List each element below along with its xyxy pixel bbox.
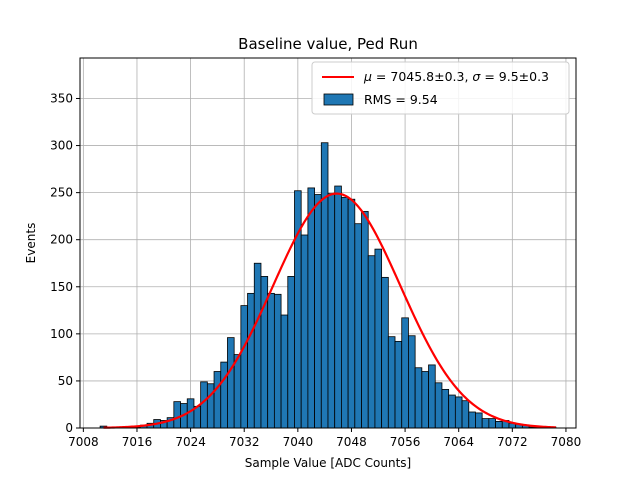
histogram-bar [227,337,235,429]
histogram-bar [327,193,336,429]
histogram-bar [495,421,503,429]
y-tick-label: 50 [58,374,73,388]
histogram-bar [240,305,248,429]
histogram-bar [408,335,416,429]
axis-ticks: 7008 7016 7024 7032 7040 7048 7056 7064 7072 7080… [50,91,581,449]
histogram-bar [287,276,295,429]
y-tick-label: 250 [50,186,73,200]
x-tick-label: 7064 [443,435,474,449]
histogram-bar [475,412,483,429]
histogram-bar [267,292,275,429]
x-tick-label: 7040 [283,435,314,449]
x-tick-label: 7080 [551,435,582,449]
x-tick-label: 7032 [229,435,260,449]
histogram-bar [374,248,383,429]
histogram-bar [354,223,362,429]
x-tick-label: 7024 [175,435,206,449]
histogram-bar [213,371,222,429]
legend-histogram-swatch [323,93,354,106]
y-tick-label: 150 [50,280,73,294]
histogram-bar [314,194,322,429]
legend-mu-symbol: μ [363,69,372,84]
histogram-bar [481,418,490,429]
histogram-bar [320,142,329,429]
legend: μ = 7045.8±0.3, σ = 9.5±0.3 RMS = 9.54 [311,61,570,115]
legend-histogram-label: RMS = 9.54 [364,92,438,107]
histogram-bar [401,317,409,429]
histogram-bar [454,396,463,429]
legend-sigma-symbol: σ [472,69,481,84]
histogram-bar [307,187,315,429]
histogram-bar [488,418,496,429]
histogram-bar [461,400,470,429]
histogram-bar [273,293,282,429]
x-tick-label: 7056 [390,435,421,449]
histogram-bar [253,262,262,429]
histogram-bar [381,276,389,429]
chart-title: Baseline value, Ped Run [238,35,418,53]
histogram-bar [247,292,255,429]
histogram-bar [347,198,356,429]
x-tick-label: 7048 [336,435,367,449]
histogram-bar [220,361,228,429]
histogram-bar [206,383,215,429]
histogram-bar [280,314,289,429]
legend-fit-label: μ = 7045.8±0.3, σ = 9.5±0.3 [363,69,549,84]
histogram-bar [434,382,443,429]
histogram-bar [421,371,429,429]
legend-mu-value: = 7045.8±0.3, [372,69,472,84]
histogram-bar [428,364,436,429]
legend-sigma-value: = 9.5±0.3 [480,69,549,84]
y-tick-label: 0 [65,421,73,435]
histogram-bar [341,196,349,429]
y-axis-label: Events [24,223,38,264]
y-tick-label: 100 [50,327,73,341]
histogram-bar [468,411,476,429]
histogram-bar [448,394,456,429]
plot-area-frame [79,57,577,429]
y-tick-label: 300 [50,139,73,153]
histogram-bar [414,367,423,429]
histogram-bar [367,255,376,429]
histogram-bar [441,388,450,429]
x-axis-label: Sample Value [ADC Counts] [245,456,411,470]
x-tick-label: 7008 [68,435,99,449]
histogram-bar [334,185,342,429]
fit-curve [103,192,556,429]
histogram-bar [233,354,242,429]
y-tick-label: 350 [50,91,73,105]
histogram-bar [361,211,369,429]
gaussian-fit [103,192,556,429]
histogram-bar [294,190,302,429]
histogram-bars [99,142,557,429]
histogram-bar [394,340,403,429]
y-tick-label: 200 [50,233,73,247]
x-tick-label: 7016 [122,435,153,449]
histogram-bar [200,381,208,429]
histogram-bar [173,401,181,429]
histogram-bar [300,234,309,429]
legend-box [311,61,570,115]
histogram-bar [387,336,396,429]
x-tick-label: 7072 [497,435,528,449]
